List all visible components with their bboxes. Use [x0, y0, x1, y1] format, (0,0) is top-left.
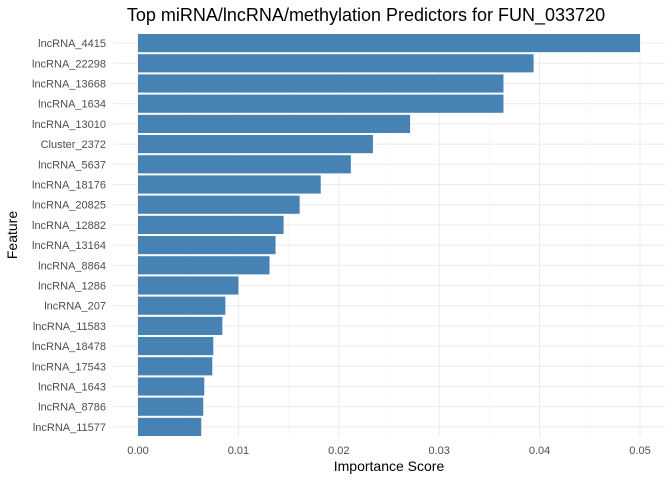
bar-lncRNA_11577 — [138, 417, 202, 436]
y-tick-label: lncRNA_11583 — [33, 321, 106, 333]
y-tick-label: lncRNA_11577 — [33, 422, 106, 434]
x-tick-labels: 0.00 0.01 0.02 0.03 0.04 0.05 — [127, 445, 650, 457]
bars — [138, 34, 640, 436]
y-tick-label: lncRNA_207 — [44, 301, 106, 313]
y-tick-label: lncRNA_20825 — [32, 200, 106, 212]
grid-lines — [113, 33, 665, 437]
bar-lncRNA_1634 — [138, 94, 504, 113]
bar-lncRNA_20825 — [138, 195, 300, 214]
x-tick-label: 0.02 — [328, 445, 349, 457]
chart-title: Top miRNA/lncRNA/methylation Predictors … — [127, 5, 605, 26]
bar-lncRNA_12882 — [138, 215, 284, 234]
bar-lncRNA_4415 — [138, 34, 640, 53]
x-tick-label: 0.01 — [228, 445, 249, 457]
bar-lncRNA_8864 — [138, 256, 270, 275]
y-tick-label: lncRNA_1643 — [38, 382, 106, 394]
bar-lncRNA_1643 — [138, 377, 205, 396]
y-tick-label: lncRNA_13668 — [32, 79, 106, 91]
bar-lncRNA_22298 — [138, 54, 534, 73]
y-tick-labels: lncRNA_4415 lncRNA_22298 lncRNA_13668 lncRN… — [32, 38, 106, 434]
bar-lncRNA_18176 — [138, 175, 321, 194]
y-tick-label: lncRNA_17543 — [32, 361, 106, 373]
x-tick-label: 0.00 — [127, 445, 148, 457]
bar-lncRNA_13164 — [138, 236, 276, 255]
x-tick-label: 0.04 — [529, 445, 550, 457]
y-tick-label: lncRNA_18478 — [32, 341, 106, 353]
y-tick-label: lncRNA_4415 — [38, 38, 106, 50]
y-tick-label: lncRNA_1286 — [38, 281, 106, 293]
y-tick-label: lncRNA_5637 — [38, 159, 106, 171]
x-tick-label: 0.03 — [428, 445, 449, 457]
y-tick-label: lncRNA_1634 — [38, 99, 106, 111]
y-tick-label: lncRNA_8864 — [38, 260, 106, 272]
bar-lncRNA_13668 — [138, 74, 504, 93]
x-tick-label: 0.05 — [629, 445, 650, 457]
y-tick-label: lncRNA_18176 — [32, 180, 106, 192]
y-tick-label: lncRNA_8786 — [38, 402, 106, 414]
bar-lncRNA_18478 — [138, 337, 214, 356]
bar-lncRNA_207 — [138, 296, 226, 315]
bar-lncRNA_8786 — [138, 397, 204, 416]
y-tick-label: Cluster_2372 — [41, 139, 106, 151]
bar-lncRNA_11583 — [138, 316, 223, 335]
y-tick-label: lncRNA_13164 — [32, 240, 106, 252]
bar-lncRNA_1286 — [138, 276, 239, 295]
bar-lncRNA_5637 — [138, 155, 351, 174]
y-axis-label: Feature — [4, 211, 20, 259]
bar-lncRNA_17543 — [138, 357, 213, 376]
bar-Cluster_2372 — [138, 135, 373, 154]
y-tick-label: lncRNA_12882 — [32, 220, 106, 232]
bar-lncRNA_13010 — [138, 114, 411, 133]
x-axis-label: Importance Score — [334, 458, 445, 474]
y-tick-label: lncRNA_13010 — [32, 119, 106, 131]
y-tick-label: lncRNA_22298 — [32, 58, 106, 70]
